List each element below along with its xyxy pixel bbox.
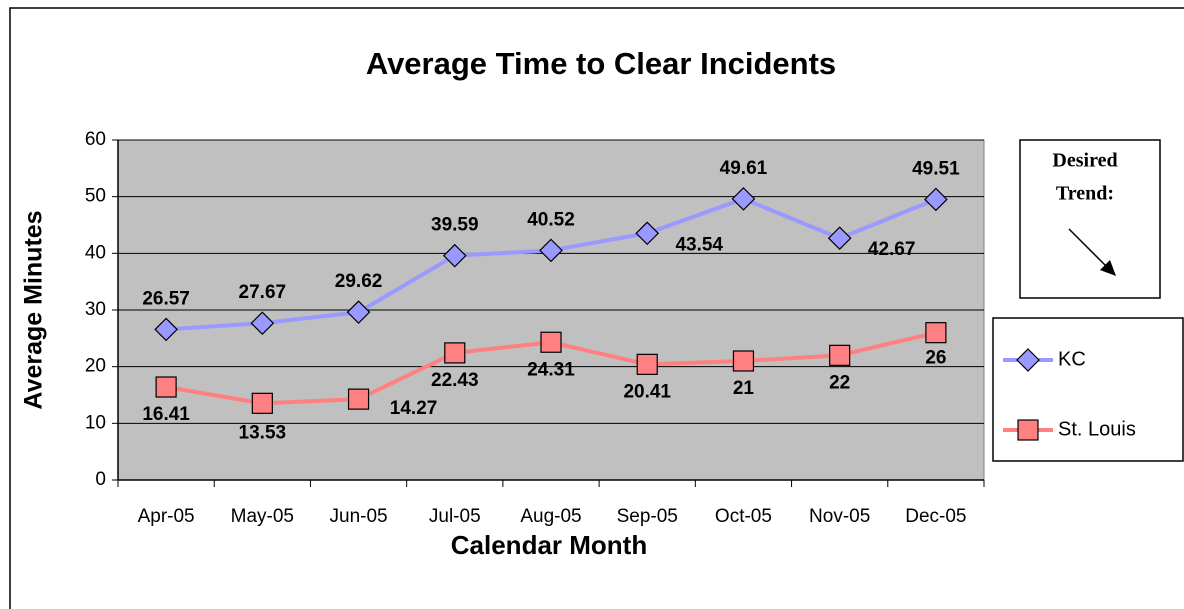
- data-label: 26.57: [142, 288, 190, 309]
- marker: [442, 243, 467, 268]
- legend-label: St. Louis: [1058, 418, 1136, 440]
- marker: [635, 221, 660, 246]
- marker: [250, 311, 275, 336]
- x-tick-label: Jul-05: [429, 506, 481, 527]
- marker: [251, 392, 273, 414]
- x-tick-label: Nov-05: [809, 506, 870, 527]
- y-tick-label: 0: [95, 469, 106, 490]
- legend-marker: [1017, 419, 1039, 441]
- legend-box: [992, 317, 1184, 462]
- trend-arrowhead: [1100, 260, 1116, 276]
- marker: [444, 342, 466, 364]
- legend-label: KC: [1058, 348, 1086, 370]
- data-label: 27.67: [239, 282, 287, 303]
- data-label: 43.54: [675, 234, 723, 255]
- data-label: 49.61: [720, 158, 768, 179]
- marker: [925, 322, 947, 344]
- data-label: 26: [925, 348, 946, 369]
- data-label: 14.27: [390, 398, 438, 419]
- x-tick-label: May-05: [231, 506, 294, 527]
- annotation: Desired: [1052, 150, 1117, 172]
- marker: [155, 376, 177, 398]
- y-tick-label: 30: [85, 299, 106, 320]
- marker: [347, 388, 370, 410]
- marker: [924, 187, 948, 212]
- chart-title: Average Time to Clear Incidents: [366, 46, 836, 81]
- marker: [731, 187, 756, 211]
- data-label: 24.31: [527, 359, 575, 380]
- y-axis-label: Average Minutes: [20, 210, 48, 409]
- marker: [829, 344, 851, 366]
- data-label: 13.53: [239, 422, 287, 443]
- data-label: 29.62: [335, 271, 383, 292]
- marker: [540, 331, 562, 353]
- x-tick-label: Oct-05: [715, 506, 772, 527]
- data-label: 49.51: [912, 158, 960, 179]
- data-label: 22.43: [431, 370, 479, 391]
- x-tick-label: Jun-05: [330, 506, 388, 527]
- legend-marker: [1016, 348, 1040, 372]
- data-label: 21: [733, 378, 755, 399]
- data-label: 16.41: [142, 404, 190, 425]
- x-tick-label: Aug-05: [520, 506, 581, 527]
- marker: [732, 350, 755, 372]
- data-label: 22: [829, 372, 850, 393]
- x-tick-label: Sep-05: [617, 506, 678, 527]
- data-label: 20.41: [623, 381, 671, 402]
- x-tick-label: Dec-05: [905, 506, 966, 527]
- y-tick-label: 10: [85, 412, 106, 433]
- marker: [539, 238, 563, 263]
- marker: [827, 226, 852, 251]
- y-tick-label: 60: [85, 129, 106, 150]
- marker: [636, 353, 658, 375]
- data-label: 39.59: [431, 215, 479, 236]
- y-tick-label: 20: [85, 356, 106, 377]
- annotation: Trend:: [1056, 183, 1114, 205]
- data-label: 40.52: [527, 209, 575, 230]
- marker: [154, 317, 178, 342]
- annotation-box: [1019, 139, 1161, 299]
- y-tick-label: 50: [85, 186, 106, 207]
- data-label: 42.67: [868, 239, 916, 260]
- trend-arrow: [1068, 228, 1107, 267]
- x-axis-label: Calendar Month: [451, 530, 647, 560]
- marker: [346, 300, 371, 325]
- x-tick-label: Apr-05: [138, 506, 195, 527]
- y-tick-label: 40: [85, 242, 106, 263]
